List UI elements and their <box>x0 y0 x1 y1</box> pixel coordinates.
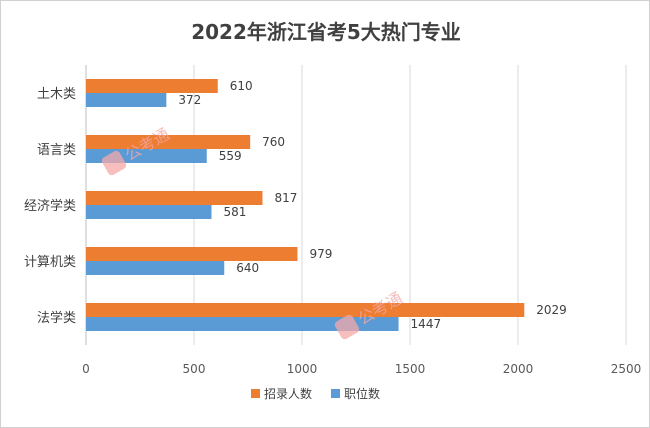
category-label: 法学类 <box>37 310 76 326</box>
category-label: 土木类 <box>37 87 76 102</box>
data-label: 1447 <box>411 317 442 331</box>
category-label: 语言类 <box>37 143 76 158</box>
legend-swatch <box>251 389 260 398</box>
bar-recruit <box>86 303 525 317</box>
x-tick-label: 2500 <box>611 362 642 376</box>
data-label: 581 <box>223 205 246 219</box>
data-label: 640 <box>236 261 259 275</box>
bar-positions <box>86 93 167 107</box>
bar-positions <box>86 205 212 219</box>
chart-title: 2022年浙江省考5大热门专业 <box>191 20 461 44</box>
x-tick-label: 2000 <box>503 362 534 376</box>
x-tick-label: 500 <box>183 362 206 376</box>
legend: 招录人数 职位数 <box>251 386 380 401</box>
gkt-logo-icon <box>101 150 127 176</box>
x-tick-label: 0 <box>82 362 90 376</box>
data-label: 372 <box>178 93 201 107</box>
grid-lines <box>85 65 627 345</box>
bar-recruit <box>86 191 263 205</box>
category-label: 计算机类 <box>24 255 76 270</box>
legend-label: 职位数 <box>344 386 380 401</box>
category-label: 经济学类 <box>24 198 76 214</box>
bar-recruit <box>86 135 251 149</box>
data-label: 559 <box>219 149 242 163</box>
data-label: 610 <box>230 79 253 93</box>
x-tick-label: 1000 <box>287 362 318 376</box>
data-label: 2029 <box>536 303 567 317</box>
bars <box>86 79 525 331</box>
x-tick-label: 1500 <box>395 362 426 376</box>
bar-positions <box>86 317 399 331</box>
bar-recruit <box>86 247 298 261</box>
legend-label: 招录人数 <box>264 386 312 401</box>
data-label: 979 <box>309 247 332 261</box>
legend-swatch <box>331 389 340 398</box>
data-label: 817 <box>274 191 297 205</box>
labels: 0 500 1000 1500 2000 2500 土木类 610 372 语言类 760 559 经济… <box>24 79 641 376</box>
bar-positions <box>86 261 225 275</box>
gkt-logo-icon <box>334 314 360 340</box>
bar-recruit <box>86 79 218 93</box>
data-label: 760 <box>262 135 285 149</box>
